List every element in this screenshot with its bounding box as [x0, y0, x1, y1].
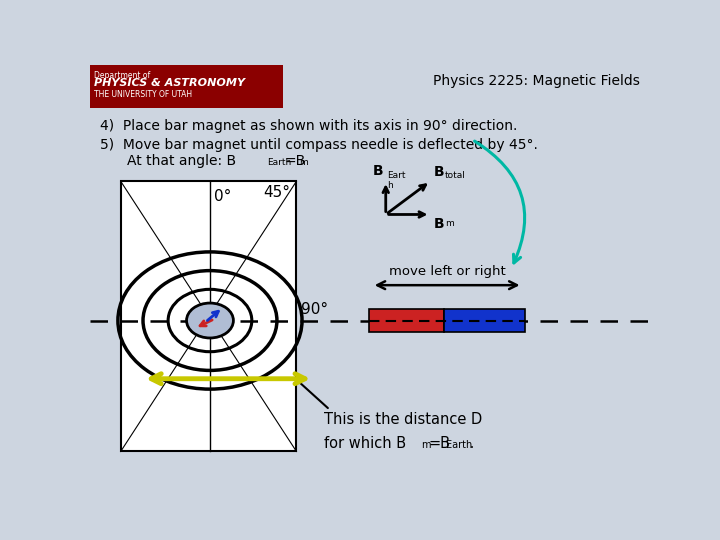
Bar: [90, 65, 282, 109]
Bar: [121, 181, 297, 451]
Text: m: m: [421, 440, 431, 450]
Text: 90°: 90°: [301, 302, 328, 317]
Text: m: m: [299, 158, 307, 167]
Text: total: total: [445, 171, 466, 180]
Text: 45°: 45°: [263, 185, 290, 200]
Text: 5)  Move bar magnet until compass needle is deflected by 45°.: 5) Move bar magnet until compass needle …: [100, 138, 538, 152]
Bar: [444, 309, 526, 332]
Text: At that angle: B: At that angle: B: [127, 154, 236, 168]
Text: move left or right: move left or right: [389, 265, 505, 278]
Text: 4)  Place bar magnet as shown with its axis in 90° direction.: 4) Place bar magnet as shown with its ax…: [100, 119, 518, 133]
Bar: [369, 309, 444, 332]
Text: Earth: Earth: [267, 158, 292, 167]
Text: B: B: [433, 165, 444, 179]
Text: .: .: [465, 436, 474, 451]
FancyArrowPatch shape: [474, 141, 525, 263]
Text: B: B: [373, 164, 384, 178]
Text: for which B: for which B: [324, 436, 407, 451]
Text: Physics 2225: Magnetic Fields: Physics 2225: Magnetic Fields: [433, 74, 639, 88]
Text: =B: =B: [284, 154, 305, 168]
Text: PHYSICS & ASTRONOMY: PHYSICS & ASTRONOMY: [94, 78, 246, 88]
Circle shape: [186, 303, 233, 338]
Text: m: m: [445, 219, 454, 228]
Text: Department of: Department of: [94, 71, 150, 80]
Text: 0°: 0°: [215, 188, 232, 204]
Text: h: h: [387, 181, 392, 191]
Text: B: B: [433, 217, 444, 231]
Text: THE UNIVERSITY OF UTAH: THE UNIVERSITY OF UTAH: [94, 90, 192, 99]
Text: =B: =B: [428, 436, 450, 451]
Text: Earth: Earth: [446, 440, 472, 450]
Text: Eart: Eart: [387, 171, 405, 180]
Text: This is the distance D: This is the distance D: [324, 412, 482, 427]
